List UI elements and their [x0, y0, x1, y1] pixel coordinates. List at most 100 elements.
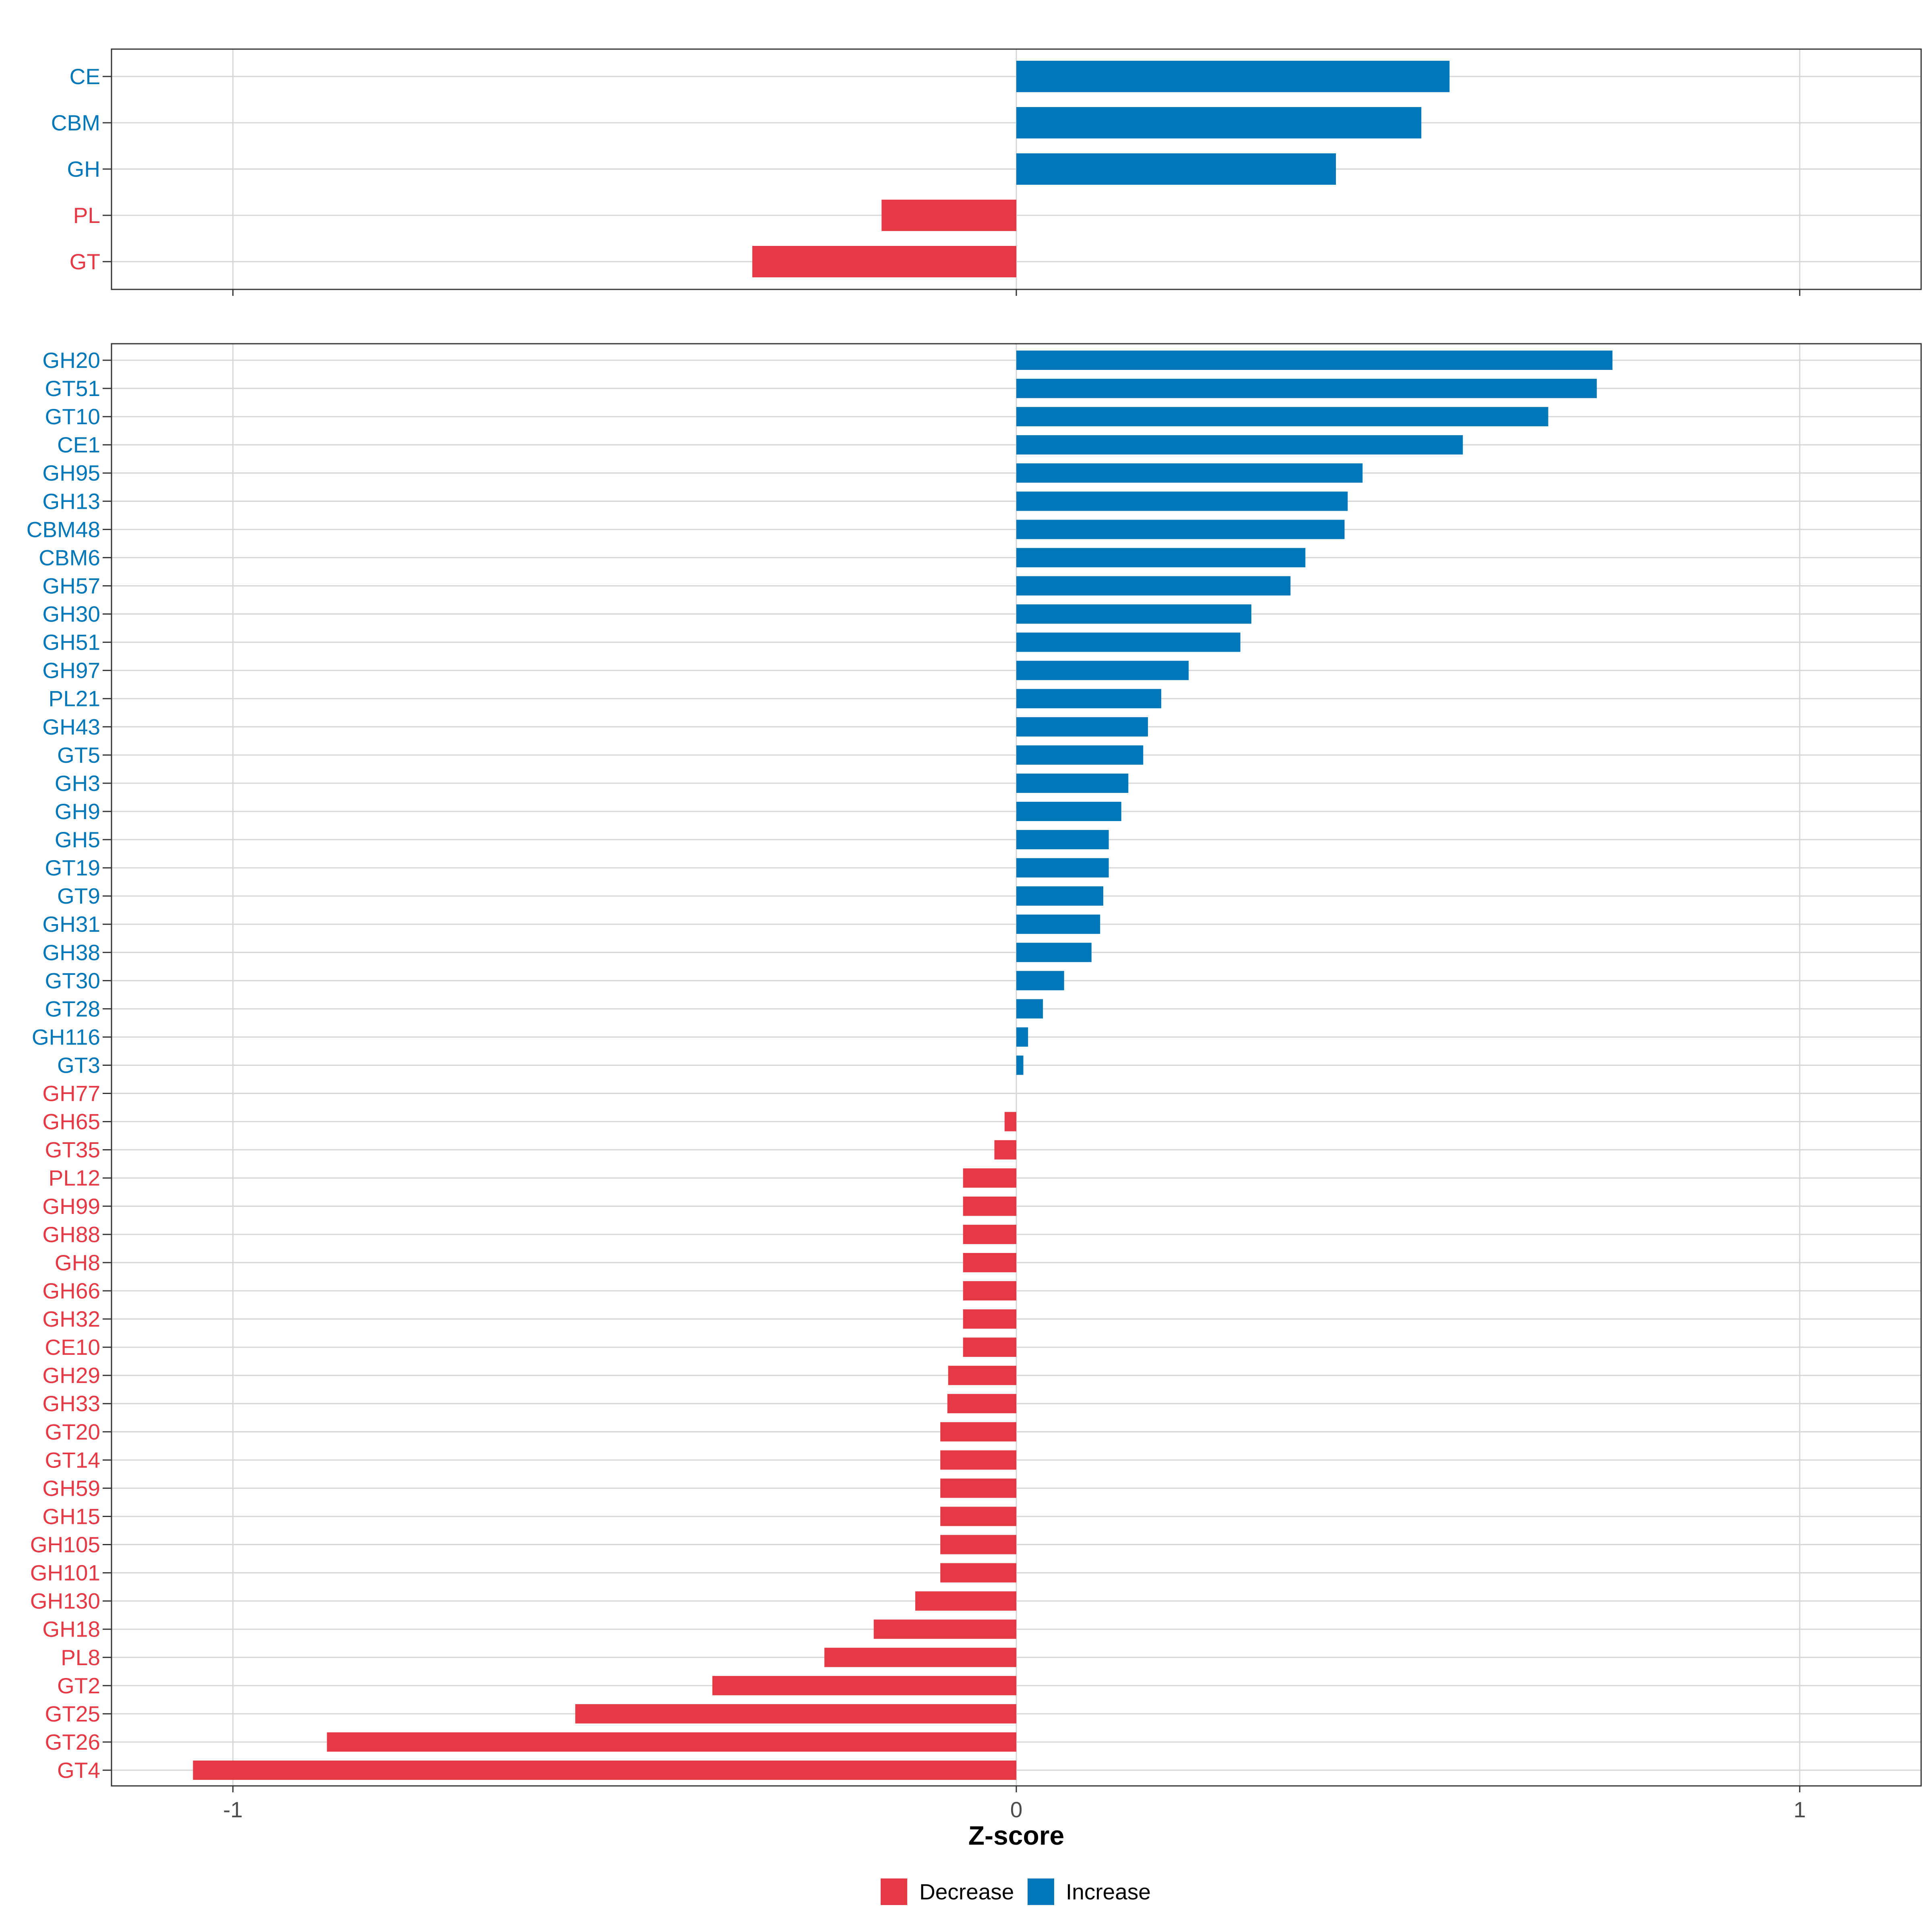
bottom-category-label: GT35 [45, 1137, 100, 1162]
bottom-category-label: GH5 [55, 827, 100, 852]
bottom-category-label: GH38 [42, 940, 100, 965]
bottom-bar-gt9 [1016, 886, 1104, 906]
x-axis: -1 0 1 [223, 1797, 1806, 1822]
bottom-bar-gh59 [940, 1478, 1016, 1498]
bottom-category-label: GH18 [42, 1617, 100, 1642]
bottom-bar-gh99 [963, 1196, 1016, 1216]
bottom-category-label: GT20 [45, 1419, 100, 1444]
bottom-category-label: GH116 [32, 1024, 100, 1049]
bottom-bar-gt26 [327, 1732, 1017, 1752]
bottom-category-label: GT25 [45, 1701, 100, 1726]
bottom-bar-gh31 [1016, 914, 1100, 934]
top-bar-cbm [1016, 107, 1422, 138]
bottom-bar-ce1 [1016, 435, 1463, 455]
bottom-bar-gh130 [915, 1591, 1016, 1611]
bottom-bar-gh66 [963, 1281, 1016, 1300]
bottom-category-label: CE1 [57, 432, 100, 457]
bottom-bar-gt5 [1016, 745, 1144, 765]
bottom-bar-gt10 [1016, 407, 1548, 427]
bottom-bar-gt30 [1016, 971, 1064, 991]
bottom-bar-gh43 [1016, 717, 1148, 737]
bottom-category-label: GH43 [42, 714, 100, 739]
x-tick-label: -1 [223, 1797, 243, 1822]
top-bar-gh [1016, 153, 1336, 185]
bottom-category-label: GH105 [30, 1532, 100, 1557]
bottom-bar-gh32 [963, 1309, 1016, 1329]
bottom-category-label: GT10 [45, 404, 100, 429]
top-category-label: CBM [51, 110, 100, 135]
bottom-bar-cbm48 [1016, 520, 1345, 539]
bottom-category-label: GH59 [42, 1476, 100, 1501]
top-category-label: GH [67, 157, 101, 182]
top-bar-gt [752, 246, 1016, 277]
bottom-bar-gh33 [947, 1394, 1016, 1414]
bottom-bar-gh105 [940, 1535, 1016, 1554]
bottom-bar-pl21 [1016, 689, 1162, 708]
bottom-bar-gt25 [575, 1704, 1016, 1724]
bottom-category-label: PL8 [61, 1645, 100, 1670]
bottom-category-label: CE10 [45, 1335, 100, 1360]
bottom-category-label: GT3 [57, 1053, 100, 1078]
bottom-bar-gh15 [940, 1507, 1016, 1526]
top-bar-ce [1016, 61, 1450, 92]
bottom-category-label: GH8 [55, 1250, 100, 1275]
bottom-bar-gh38 [1016, 943, 1092, 962]
legend: Decrease Increase [881, 1878, 1151, 1905]
bottom-category-label: PL12 [49, 1166, 100, 1191]
bottom-category-label: GH9 [55, 799, 100, 824]
bottom-bar-gt51 [1016, 379, 1597, 398]
x-tick-label: 0 [1010, 1797, 1023, 1822]
bottom-category-label: GH88 [42, 1222, 100, 1247]
bottom-category-label: GH29 [42, 1363, 100, 1388]
bottom-category-label: GH31 [42, 912, 100, 937]
bottom-category-label: GT19 [45, 855, 100, 880]
bottom-bar-gt3 [1016, 1055, 1024, 1075]
bottom-category-label: GH51 [42, 630, 100, 655]
bottom-bar-gh88 [963, 1224, 1016, 1244]
bottom-bar-gh29 [948, 1366, 1016, 1385]
bottom-bar-gt14 [940, 1450, 1016, 1470]
x-axis-title: Z-score [968, 1821, 1064, 1850]
bottom-category-label: GT51 [45, 376, 100, 401]
bottom-bar-gt20 [940, 1422, 1016, 1442]
bottom-category-label: GH13 [42, 489, 100, 514]
bottom-bar-gh18 [873, 1619, 1016, 1639]
bottom-panel-border [111, 343, 1922, 1787]
bottom-category-label: GH65 [42, 1109, 100, 1134]
legend-key-increase [1028, 1878, 1054, 1905]
bottom-category-label: PL21 [49, 686, 100, 711]
bottom-bar-gh13 [1016, 491, 1348, 511]
bottom-category-label: GT4 [57, 1758, 100, 1783]
bottom-bar-gh51 [1016, 632, 1241, 652]
bottom-bar-gh9 [1016, 801, 1121, 821]
bottom-category-label: GH3 [55, 771, 100, 796]
bottom-category-label: GH99 [42, 1194, 100, 1219]
bottom-bar-gh30 [1016, 604, 1251, 624]
bottom-category-label: GT2 [57, 1673, 100, 1698]
bottom-category-label: GT5 [57, 743, 100, 768]
bottom-category-label: GT28 [45, 996, 100, 1021]
bottom-bar-gt2 [712, 1676, 1016, 1695]
bottom-bar-gh8 [963, 1253, 1016, 1272]
bottom-bar-gh5 [1016, 830, 1109, 850]
bottom-category-label: GH101 [30, 1560, 100, 1585]
bottom-bar-pl12 [963, 1168, 1016, 1188]
bottom-category-label: GT14 [45, 1447, 100, 1472]
bottom-panel: GH20 GT51 GT10 CE1 GH95 GH13 CBM48 CBM6 GH57 GH30… [27, 343, 1922, 1792]
top-panel: CE CBM GH PL GT [51, 48, 1922, 296]
bottom-bar-pl8 [824, 1647, 1016, 1667]
bottom-category-label: GH32 [42, 1307, 100, 1331]
top-bar-pl [881, 200, 1016, 231]
bottom-bar-gt28 [1016, 999, 1043, 1019]
legend-label-decrease: Decrease [919, 1879, 1014, 1904]
bottom-bar-gt19 [1016, 858, 1109, 878]
bottom-category-label: GH20 [42, 348, 100, 373]
top-panel-border [111, 48, 1922, 290]
top-category-label: CE [70, 64, 100, 89]
bottom-bar-gh65 [1004, 1112, 1016, 1131]
bottom-category-label: GH77 [42, 1081, 100, 1106]
legend-key-decrease [881, 1878, 907, 1905]
bottom-category-label: GH66 [42, 1278, 100, 1303]
bottom-category-label: GH30 [42, 602, 100, 627]
top-category-label: GT [70, 249, 100, 274]
